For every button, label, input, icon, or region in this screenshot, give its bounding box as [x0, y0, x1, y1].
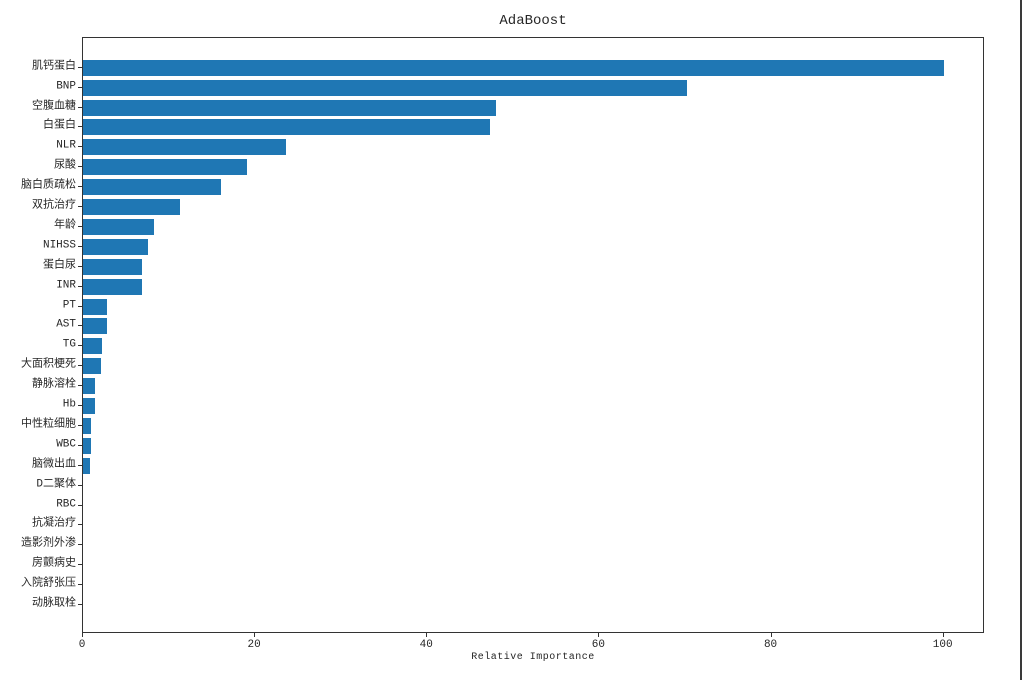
- x-tick-mark: [770, 633, 772, 637]
- x-tick-mark: [426, 633, 428, 637]
- y-tick-label: 脑白质疏松: [21, 179, 76, 192]
- bar: [83, 258, 142, 275]
- x-tick-label: 20: [247, 639, 261, 651]
- y-tick-label: 白蛋白: [43, 119, 76, 132]
- x-tick-label: 40: [419, 639, 433, 651]
- bar: [83, 338, 102, 355]
- bar: [83, 179, 221, 196]
- y-tick-mark: [78, 564, 82, 566]
- y-tick-mark: [78, 544, 82, 546]
- y-tick-label: WBC: [56, 438, 76, 451]
- bar: [83, 278, 142, 295]
- y-tick-mark: [78, 106, 82, 108]
- y-tick-label: 静脉溶栓: [32, 378, 76, 391]
- y-tick-label: 房颤病史: [32, 557, 76, 570]
- y-tick-label: 双抗治疗: [32, 199, 76, 212]
- bar: [83, 159, 247, 176]
- y-tick-mark: [78, 325, 82, 327]
- y-tick-mark: [78, 225, 82, 227]
- x-tick-label: 100: [932, 639, 953, 651]
- y-tick-mark: [78, 66, 82, 68]
- y-tick-mark: [78, 484, 82, 486]
- y-tick-label: 空腹血糖: [32, 100, 76, 112]
- y-tick-mark: [78, 305, 82, 307]
- bar: [83, 318, 108, 335]
- y-tick-mark: [78, 385, 82, 387]
- y-tick-label: 中性粒细胞: [21, 418, 76, 431]
- bar: [83, 59, 944, 76]
- y-tick-label: INR: [56, 279, 76, 292]
- bar: [83, 358, 102, 375]
- y-tick-label: PT: [62, 299, 76, 311]
- y-tick-label: RBC: [56, 498, 76, 510]
- y-tick-label: NLR: [56, 139, 76, 152]
- y-tick-mark: [78, 524, 82, 526]
- y-tick-label: Hb: [62, 398, 76, 411]
- y-tick-mark: [78, 405, 82, 406]
- y-tick-mark: [78, 206, 82, 207]
- y-tick-label: 入院舒张压: [21, 577, 76, 590]
- bar: [83, 79, 688, 96]
- bar: [83, 417, 91, 434]
- y-tick-label: 动脉取栓: [32, 597, 76, 610]
- bar: [83, 298, 108, 315]
- y-tick-label: 蛋白尿: [43, 259, 76, 272]
- bar: [83, 119, 491, 136]
- y-tick-label: NIHSS: [42, 239, 76, 252]
- y-tick-label: AST: [56, 318, 76, 331]
- x-tick-label: 80: [763, 639, 778, 651]
- x-axis-label: Relative Importance: [471, 652, 595, 663]
- y-tick-mark: [78, 584, 82, 586]
- x-tick-mark: [82, 633, 83, 637]
- chart-title: AdaBoost: [499, 13, 567, 29]
- y-tick-mark: [78, 285, 82, 287]
- y-tick-label: 大面积梗死: [21, 358, 76, 371]
- y-tick-mark: [78, 464, 82, 466]
- y-tick-mark: [78, 444, 82, 446]
- x-tick-mark: [254, 633, 256, 637]
- y-tick-label: 肌钙蛋白: [32, 60, 76, 73]
- y-tick-label: BNP: [56, 80, 76, 93]
- plot-area: [82, 37, 984, 633]
- x-tick-label: 0: [78, 639, 86, 651]
- y-tick-mark: [78, 166, 82, 168]
- y-tick-mark: [78, 126, 82, 128]
- y-tick-label: 尿酸: [54, 159, 76, 172]
- bar: [83, 398, 96, 414]
- bar: [83, 199, 181, 215]
- y-tick-mark: [78, 365, 82, 367]
- y-tick-label: 造影剂外渗: [21, 537, 76, 550]
- bar: [83, 218, 154, 235]
- bar: [83, 457, 90, 474]
- x-tick-mark: [598, 633, 600, 637]
- y-tick-mark: [78, 86, 82, 88]
- y-tick-mark: [78, 345, 82, 347]
- y-tick-label: TG: [62, 338, 76, 351]
- y-tick-label: D二聚体: [36, 478, 76, 491]
- y-tick-label: 年龄: [54, 219, 76, 232]
- bar: [83, 437, 91, 454]
- bar: [83, 378, 96, 395]
- y-tick-mark: [78, 424, 82, 426]
- bar: [83, 139, 287, 156]
- y-tick-label: 脑微出血: [32, 458, 76, 471]
- y-tick-label: 抗凝治疗: [32, 517, 76, 530]
- window-right-border: [1020, 0, 1022, 680]
- x-tick-mark: [942, 633, 944, 637]
- y-tick-mark: [78, 245, 82, 247]
- x-tick-label: 60: [591, 639, 606, 651]
- y-tick-mark: [78, 604, 82, 605]
- y-tick-mark: [78, 265, 82, 267]
- y-tick-mark: [78, 504, 82, 506]
- y-tick-mark: [78, 186, 82, 188]
- bar: [83, 238, 149, 255]
- y-tick-mark: [78, 146, 82, 148]
- bar: [83, 99, 497, 116]
